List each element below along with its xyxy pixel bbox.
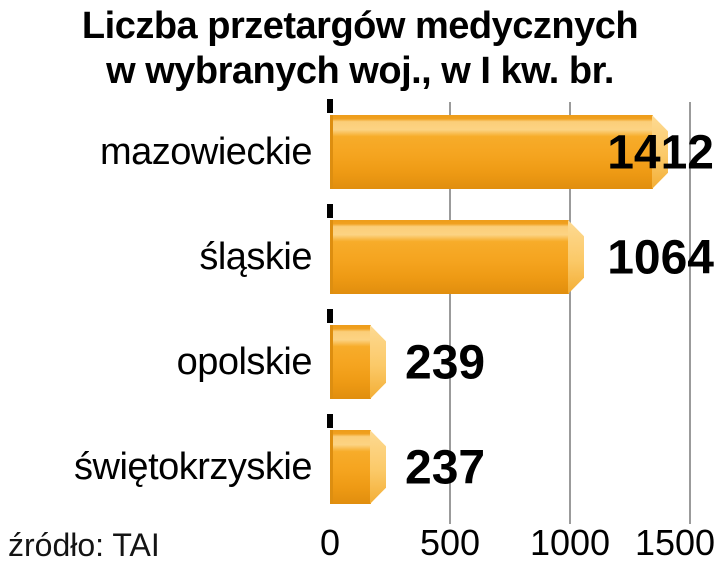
x-tick-label-500: 500	[419, 522, 481, 563]
x-tick-label-1500: 1500	[634, 522, 716, 563]
bar-body	[330, 325, 371, 399]
bar-row-slaskie: śląskie 1064	[0, 204, 720, 310]
chart-title-line2: w wybranych woj., w I kw. br.	[106, 49, 614, 92]
chart-title: Liczba przetargów medycznych w wybranych…	[0, 4, 720, 94]
axis-tick	[327, 99, 333, 113]
plot-area: mazowieckie 1412 śląskie	[0, 99, 720, 570]
bar-body	[330, 115, 653, 189]
bar-rows: mazowieckie 1412 śląskie	[0, 99, 720, 520]
bar-area-opolskie: 239	[327, 309, 720, 415]
bar-area-mazowieckie: 1412	[327, 99, 720, 205]
bar-area-swietokrzyskie: 237	[327, 414, 720, 520]
bar-body	[330, 220, 569, 294]
bar-area-slaskie: 1064	[327, 204, 720, 310]
x-axis: 0 500 1000 1500	[320, 522, 715, 568]
category-label-opolskie: opolskie	[176, 341, 313, 383]
bar-slaskie	[330, 220, 584, 294]
bar-swietokrzyskie	[330, 430, 386, 504]
bar-row-mazowieckie: mazowieckie 1412	[0, 99, 720, 205]
source-note: źródło: TAI	[8, 527, 160, 563]
bar-value-swietokrzyskie: 237	[405, 441, 486, 494]
category-label-swietokrzyskie: świętokrzyskie	[74, 446, 312, 488]
bar-value-opolskie: 239	[405, 336, 486, 389]
bar-mazowieckie	[330, 115, 668, 189]
bar-end-cap	[370, 430, 386, 504]
bar-value-slaskie: 1064	[607, 231, 714, 284]
category-label-slaskie: śląskie	[199, 236, 312, 278]
bar-end-cap	[568, 220, 584, 294]
chart-title-line1: Liczba przetargów medycznych	[81, 5, 639, 47]
axis-tick	[327, 204, 333, 218]
bar-row-opolskie: opolskie 239	[0, 309, 720, 415]
axis-tick	[327, 414, 333, 428]
bar-value-mazowieckie: 1412	[607, 126, 714, 179]
gridline-1500	[689, 102, 691, 524]
x-tick-label-1000: 1000	[529, 522, 611, 563]
bar-end-cap	[652, 115, 668, 189]
bar-body	[330, 430, 371, 504]
bar-end-cap	[370, 325, 386, 399]
gridline-500	[449, 102, 451, 524]
bar-row-swietokrzyskie: świętokrzyskie 237	[0, 414, 720, 520]
bar-opolskie	[330, 325, 386, 399]
gridline-1000	[569, 102, 571, 524]
category-label-mazowieckie: mazowieckie	[99, 131, 313, 173]
axis-tick	[327, 309, 333, 323]
gridlines	[330, 100, 702, 524]
x-tick-label-0: 0	[319, 522, 341, 563]
